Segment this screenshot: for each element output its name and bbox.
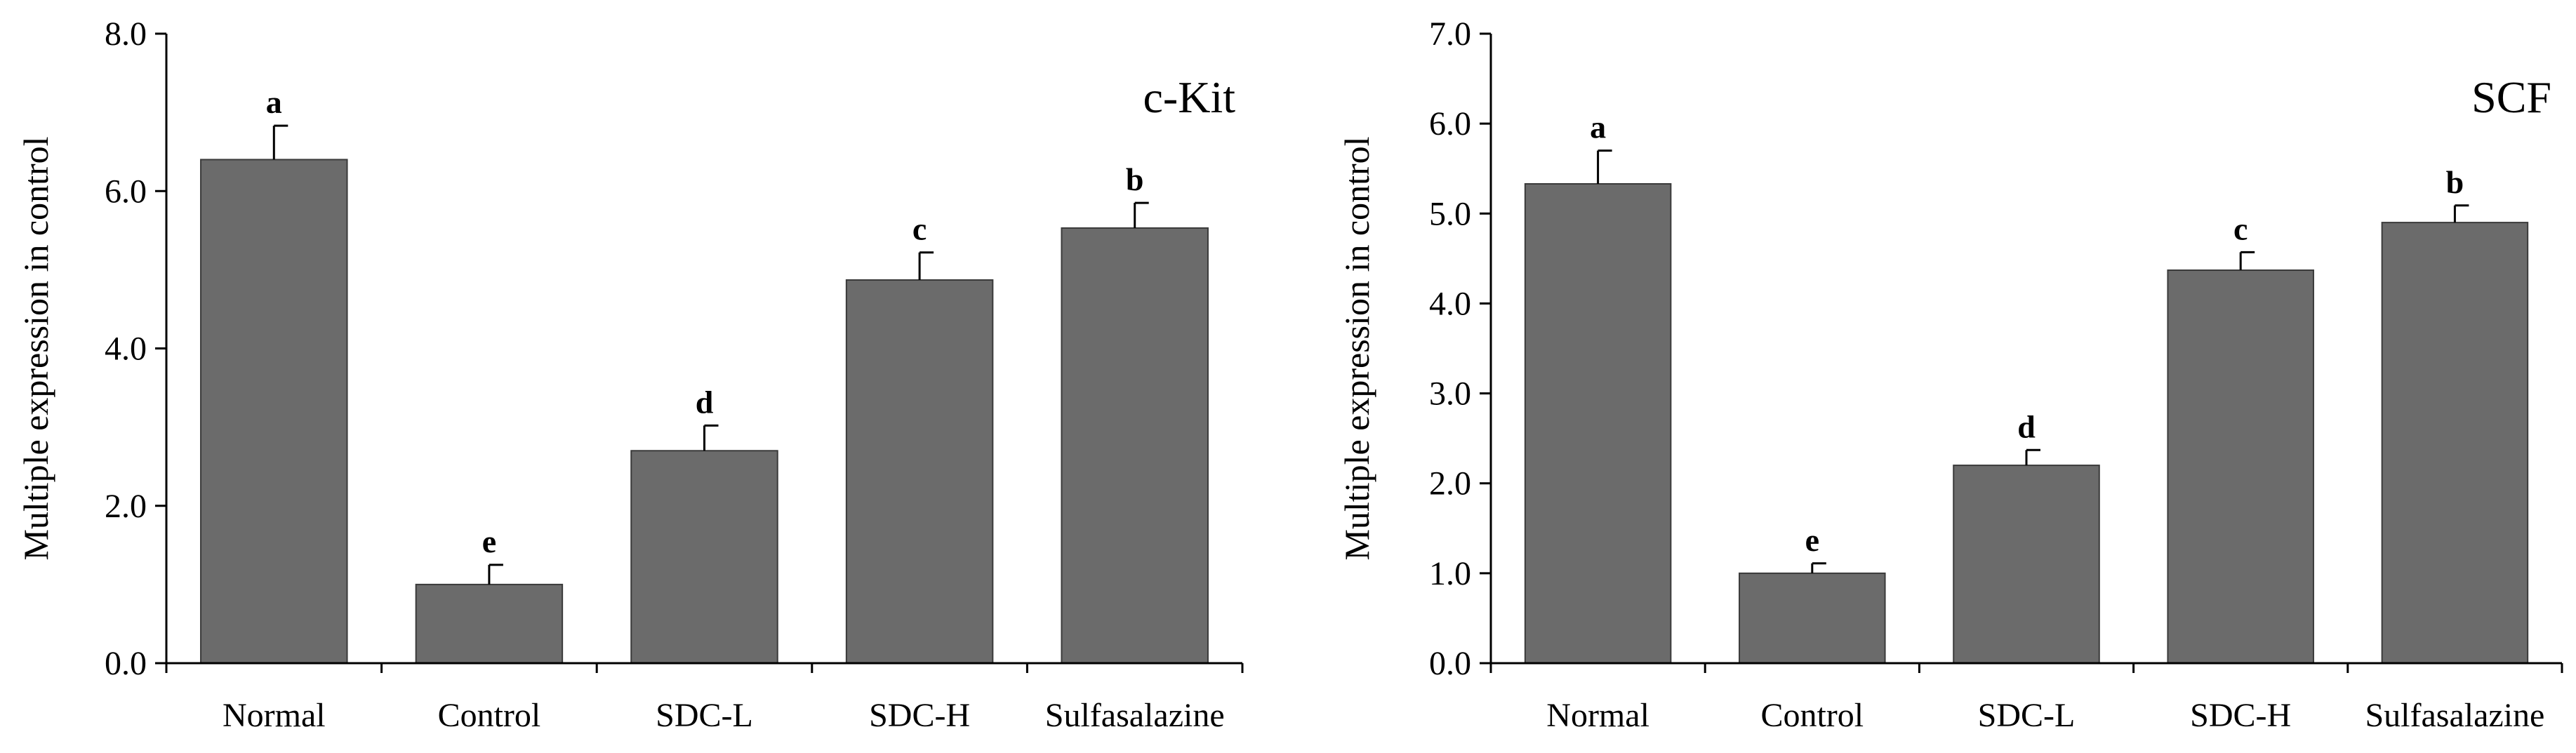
y-tick-label: 7.0: [1429, 15, 1471, 53]
chart-c-kit: a Normal e Control d SDC-L c SDC-H b Sulfasalazin…: [16, 15, 1244, 734]
significance-label: a: [266, 84, 282, 120]
significance-label: e: [1805, 522, 1819, 558]
y-axis-title: Multiple expression in control: [1337, 136, 1376, 560]
y-tick-label: 6.0: [105, 173, 147, 210]
y-axis-title: Multiple expression in control: [16, 136, 55, 560]
category-label: SDC-L: [1978, 697, 2076, 734]
bar: [630, 450, 778, 664]
category-label: Sulfasalazine: [2365, 697, 2544, 734]
category-label: Normal: [223, 697, 326, 734]
bar: [1524, 182, 1672, 664]
category-label: Control: [438, 697, 541, 734]
category-label: Normal: [1546, 697, 1649, 734]
bar: [1739, 572, 1886, 664]
significance-label: d: [696, 384, 714, 420]
chart-scf: a Normal e Control d SDC-L c SDC-H b Sulfasalazin…: [1337, 15, 2563, 734]
category-label: Control: [1760, 697, 1864, 734]
category-label: SDC-H: [2190, 697, 2291, 734]
bar: [200, 159, 348, 664]
significance-label: b: [2446, 164, 2464, 200]
significance-label: e: [482, 524, 496, 559]
chart-title: SCF: [2471, 72, 2551, 122]
y-tick-label: 8.0: [105, 15, 147, 53]
y-tick-label: 1.0: [1429, 555, 1471, 592]
y-tick-label: 4.0: [105, 331, 147, 368]
y-tick-label: 5.0: [1429, 195, 1471, 232]
significance-label: c: [2233, 211, 2248, 246]
significance-label: d: [2017, 408, 2036, 444]
category-label: SDC-L: [656, 697, 753, 734]
y-tick-label: 4.0: [1429, 285, 1471, 322]
bar: [845, 279, 994, 665]
bar: [2381, 222, 2529, 665]
bar: [1061, 227, 1209, 665]
y-tick-label: 0.0: [1429, 645, 1471, 682]
significance-label: b: [1126, 161, 1144, 197]
y-tick-label: 2.0: [105, 488, 147, 525]
y-tick-label: 2.0: [1429, 465, 1471, 502]
chart-title: c-Kit: [1143, 72, 1236, 122]
bar: [2167, 269, 2314, 665]
y-tick-label: 6.0: [1429, 105, 1471, 142]
bar: [1953, 465, 2100, 664]
category-label: SDC-H: [869, 697, 970, 734]
y-tick-label: 0.0: [105, 645, 147, 682]
bar: [415, 583, 564, 664]
y-tick-label: 3.0: [1429, 375, 1471, 413]
significance-label: c: [912, 211, 927, 247]
category-label: Sulfasalazine: [1045, 697, 1225, 734]
significance-label: a: [1590, 109, 1606, 145]
